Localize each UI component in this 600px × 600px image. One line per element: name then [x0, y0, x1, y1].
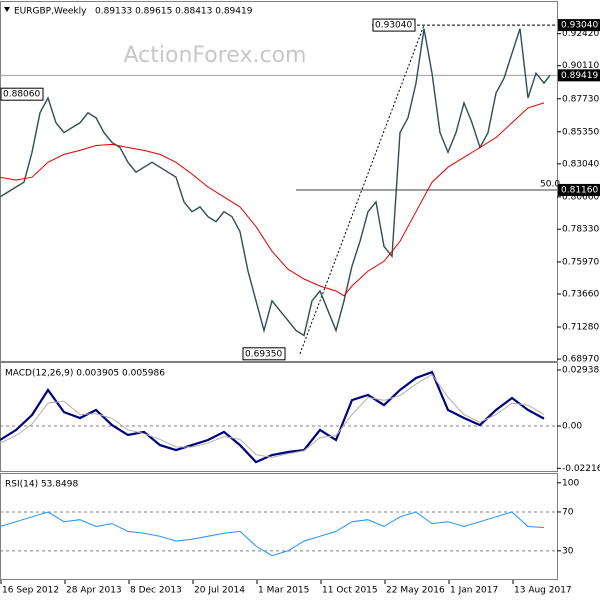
- y-tick-label: 70: [562, 507, 574, 517]
- x-tick-label: 1 Jan 2017: [450, 586, 498, 596]
- price-label: 0.89419: [561, 71, 598, 81]
- y-tick-label: 0.87730: [562, 94, 599, 104]
- price-label-box: [558, 69, 600, 82]
- y-tick-label: 0.85350: [562, 127, 599, 137]
- y-tick-label: 0.71280: [562, 323, 599, 333]
- panel-frame: [0, 1, 558, 362]
- annotation-label: 0.93040: [375, 21, 412, 31]
- price-label-box: [558, 183, 600, 196]
- price-label-box: [558, 19, 600, 32]
- x-tick-label: 8 Dec 2013: [130, 586, 182, 596]
- x-tick-label: 20 Jul 2014: [194, 586, 245, 596]
- y-tick-label: 0.75970: [562, 257, 599, 267]
- annotation-box: [242, 347, 286, 361]
- y-tick-label: -0.022161: [562, 464, 600, 474]
- panel-frame: [0, 473, 558, 580]
- panel-frame: [0, 362, 558, 472]
- x-tick-label: 16 Sep 2012: [2, 586, 59, 596]
- panel-title: MACD(12,26,9) 0.003905 0.005986: [5, 369, 165, 379]
- x-tick-label: 1 Mar 2015: [258, 586, 309, 596]
- x-tick-label: 11 Oct 2015: [322, 586, 378, 596]
- annotation-label: 0.69350: [245, 349, 282, 359]
- y-tick-label: 0.92420: [562, 29, 599, 39]
- x-tick-label: 13 Aug 2017: [514, 586, 572, 596]
- y-tick-label: 0.68970: [562, 355, 599, 365]
- y-tick-label: 0.029387: [562, 365, 600, 375]
- annotation-label: 0.88060: [3, 90, 40, 100]
- panel-title: RSI(14) 53.8498: [5, 480, 78, 490]
- y-tick-label: 0.00: [562, 422, 582, 432]
- y-tick-label: 100: [562, 478, 579, 488]
- series-line: [0, 511, 545, 557]
- series-line: [0, 28, 551, 337]
- x-tick-label: 28 Apr 2013: [66, 586, 122, 596]
- title-arrow: [4, 7, 10, 12]
- annotation-box: [372, 18, 416, 32]
- price-label: 0.81160: [561, 185, 598, 195]
- series-line: [0, 102, 545, 297]
- trend-line: [299, 24, 425, 354]
- annotation-label: 50.0: [540, 179, 560, 189]
- annotation-box: [0, 87, 44, 101]
- y-tick-label: 0.80660: [562, 192, 599, 202]
- chart-title: EURGBP,Weekly: [14, 7, 87, 17]
- y-tick-label: 0.73660: [562, 290, 599, 300]
- x-tick-label: 22 May 2016: [386, 586, 445, 596]
- y-tick-label: 0.90110: [562, 61, 599, 71]
- price-label: 0.93040: [561, 21, 598, 31]
- series-line: [0, 370, 545, 464]
- series-line: [0, 373, 545, 459]
- watermark: ActionForex.com: [124, 43, 307, 68]
- y-tick-label: 0.78330: [562, 225, 599, 235]
- y-tick-label: 30: [562, 546, 574, 556]
- y-tick-label: 0.83040: [562, 159, 599, 169]
- chart-subtitle: 0.89133 0.89615 0.88413 0.89419: [95, 7, 253, 17]
